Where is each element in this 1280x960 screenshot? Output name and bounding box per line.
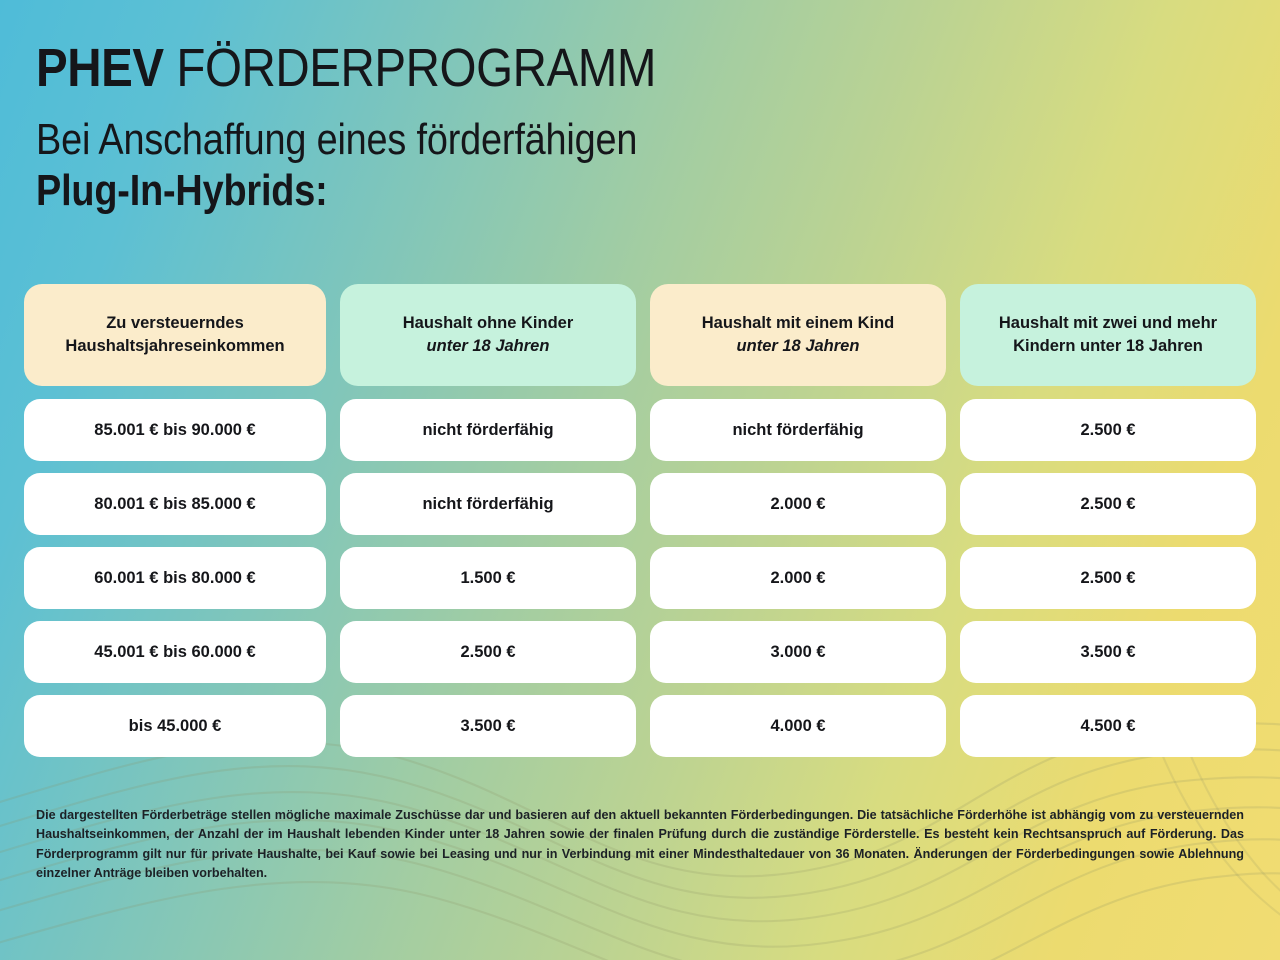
cell-one-child: nicht förderfähig [650,399,946,461]
page-title-strong: PHEV [36,38,164,98]
column-header-no-children-line1: Haushalt ohne Kinder [402,314,574,332]
page-subtitle-line1: Bei Anschaffung eines förderfähigen [36,115,638,164]
cell-one-child: 4.000 € [650,695,946,757]
cell-income: 45.001 € bis 60.000 € [24,621,326,683]
table-row: bis 45.000 € 3.500 € 4.000 € 4.500 € [24,695,1256,757]
cell-no-children: 2.500 € [340,621,636,683]
cell-one-child: 3.000 € [650,621,946,683]
table-row: 60.001 € bis 80.000 € 1.500 € 2.000 € 2.… [24,547,1256,609]
table-row: 85.001 € bis 90.000 € nicht förderfähig … [24,399,1256,461]
column-header-no-children-line2: unter 18 Jahren [426,337,550,355]
column-header-one-child: Haushalt mit einem Kind unter 18 Jahren [650,284,946,386]
cell-two-or-more: 3.500 € [960,621,1256,683]
column-header-two-or-more-line1: Haushalt mit zwei und mehr [998,314,1218,332]
page-title: PHEV FÖRDERPROGRAMM [36,38,1101,98]
cell-no-children: 3.500 € [340,695,636,757]
cell-income: 80.001 € bis 85.000 € [24,473,326,535]
cell-no-children: 1.500 € [340,547,636,609]
cell-two-or-more: 2.500 € [960,473,1256,535]
cell-one-child: 2.000 € [650,547,946,609]
cell-two-or-more: 2.500 € [960,547,1256,609]
column-header-income-line2: Haushaltsjahreseinkommen [65,337,285,355]
cell-income: bis 45.000 € [24,695,326,757]
cell-no-children: nicht förderfähig [340,399,636,461]
disclaimer-text: Die dargestellten Förderbeträge stellen … [36,807,1244,881]
table-row: 45.001 € bis 60.000 € 2.500 € 3.000 € 3.… [24,621,1256,683]
page-subtitle: Bei Anschaffung eines förderfähigen Plug-… [36,114,1077,216]
column-header-income: Zu versteuerndes Haushaltsjahreseinkomme… [24,284,326,386]
column-header-one-child-line1: Haushalt mit einem Kind [701,314,895,332]
cell-two-or-more: 2.500 € [960,399,1256,461]
column-header-two-or-more: Haushalt mit zwei und mehr Kindern unter… [960,284,1256,386]
funding-table: Zu versteuerndes Haushaltsjahreseinkomme… [24,284,1256,757]
page-subtitle-line2: Plug-In-Hybrids: [36,166,328,215]
page-title-rest: FÖRDERPROGRAMM [163,38,657,98]
cell-income: 85.001 € bis 90.000 € [24,399,326,461]
column-header-two-or-more-line2: Kindern unter 18 Jahren [1013,337,1203,355]
heading-block: PHEV FÖRDERPROGRAMM Bei Anschaffung eine… [36,38,1246,216]
table-row: 80.001 € bis 85.000 € nicht förderfähig … [24,473,1256,535]
cell-no-children: nicht förderfähig [340,473,636,535]
table-header-row: Zu versteuerndes Haushaltsjahreseinkomme… [24,284,1256,386]
cell-income: 60.001 € bis 80.000 € [24,547,326,609]
column-header-no-children: Haushalt ohne Kinder unter 18 Jahren [340,284,636,386]
column-header-one-child-line2: unter 18 Jahren [736,337,860,355]
cell-one-child: 2.000 € [650,473,946,535]
cell-two-or-more: 4.500 € [960,695,1256,757]
column-header-income-line1: Zu versteuerndes [106,314,244,332]
